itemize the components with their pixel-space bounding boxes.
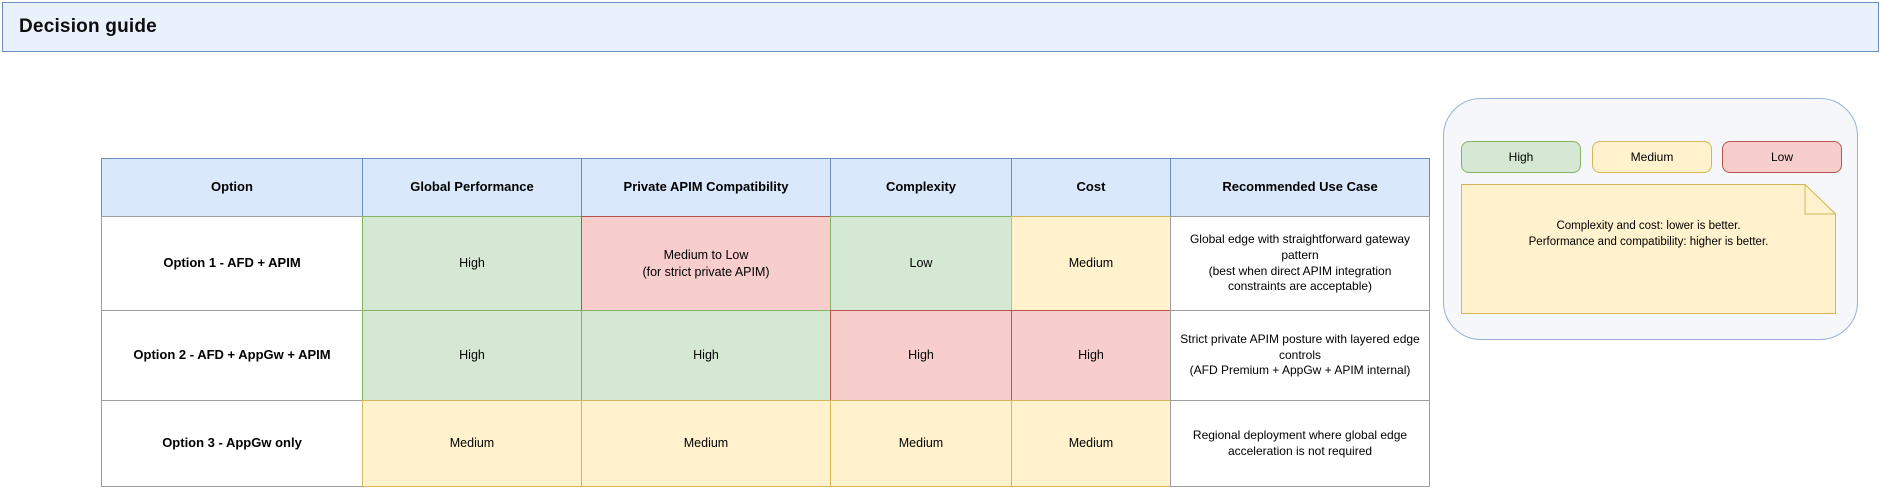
rating-cell-private-apim-compatibility: Medium (581, 400, 830, 487)
table-header-row: Option Global Performance Private APIM C… (101, 158, 1430, 216)
table-row-option-3: Option 3 - AppGw only Medium Medium Medi… (101, 400, 1430, 487)
use-case-cell: Strict private APIM posture with layered… (1170, 310, 1430, 400)
option-cell: Option 2 - AFD + AppGw + APIM (101, 310, 362, 400)
rating-cell-global-performance: High (362, 310, 581, 400)
rating-cell-cost: Medium (1011, 400, 1170, 487)
use-case-cell: Regional deployment where global edge ac… (1170, 400, 1430, 487)
use-case-cell: Global edge with straightforward gateway… (1170, 216, 1430, 310)
rating-cell-private-apim-compatibility: Medium to Low (for strict private APIM) (581, 216, 830, 310)
legend-chip-label: Medium (1630, 150, 1674, 164)
rating-cell-global-performance: High (362, 216, 581, 310)
rating-cell-complexity: Medium (830, 400, 1011, 487)
table-row-option-2: Option 2 - AFD + AppGw + APIM High High … (101, 310, 1430, 400)
legend-chip-medium: Medium (1592, 141, 1712, 173)
rating-cell-global-performance: Medium (362, 400, 581, 487)
rating-cell-cost: Medium (1011, 216, 1170, 310)
sticky-note-icon (1461, 184, 1836, 314)
legend-chip-high: High (1461, 141, 1581, 173)
table-row-option-1: Option 1 - AFD + APIM High Medium to Low… (101, 216, 1430, 310)
option-cell: Option 1 - AFD + APIM (101, 216, 362, 310)
rating-cell-complexity: High (830, 310, 1011, 400)
rating-cell-private-apim-compatibility: High (581, 310, 830, 400)
column-header-recommended-use-case: Recommended Use Case (1170, 158, 1430, 216)
column-header-cost: Cost (1011, 158, 1170, 216)
legend-chip-label: Low (1770, 150, 1793, 164)
legend-chip-label: High (1508, 150, 1534, 164)
legend-panel: High Medium Low Complexity and cost: low… (1443, 98, 1858, 340)
column-header-global-performance: Global Performance (362, 158, 581, 216)
rating-cell-complexity: Low (830, 216, 1011, 310)
option-cell: Option 3 - AppGw only (101, 400, 362, 487)
rating-cell-cost: High (1011, 310, 1170, 400)
column-header-complexity: Complexity (830, 158, 1011, 216)
legend-chip-low: Low (1722, 141, 1842, 173)
page-title: Decision guide (19, 16, 157, 37)
column-header-option: Option (101, 158, 362, 216)
column-header-private-apim-compatibility: Private APIM Compatibility (581, 158, 830, 216)
legend-note-text: Complexity and cost: lower is better. Pe… (1528, 220, 1769, 248)
decision-guide-title-bar: Decision guide (2, 2, 1879, 52)
comparison-table: Option Global Performance Private APIM C… (101, 158, 1430, 487)
legend-note: Complexity and cost: lower is better. Pe… (1461, 184, 1836, 314)
